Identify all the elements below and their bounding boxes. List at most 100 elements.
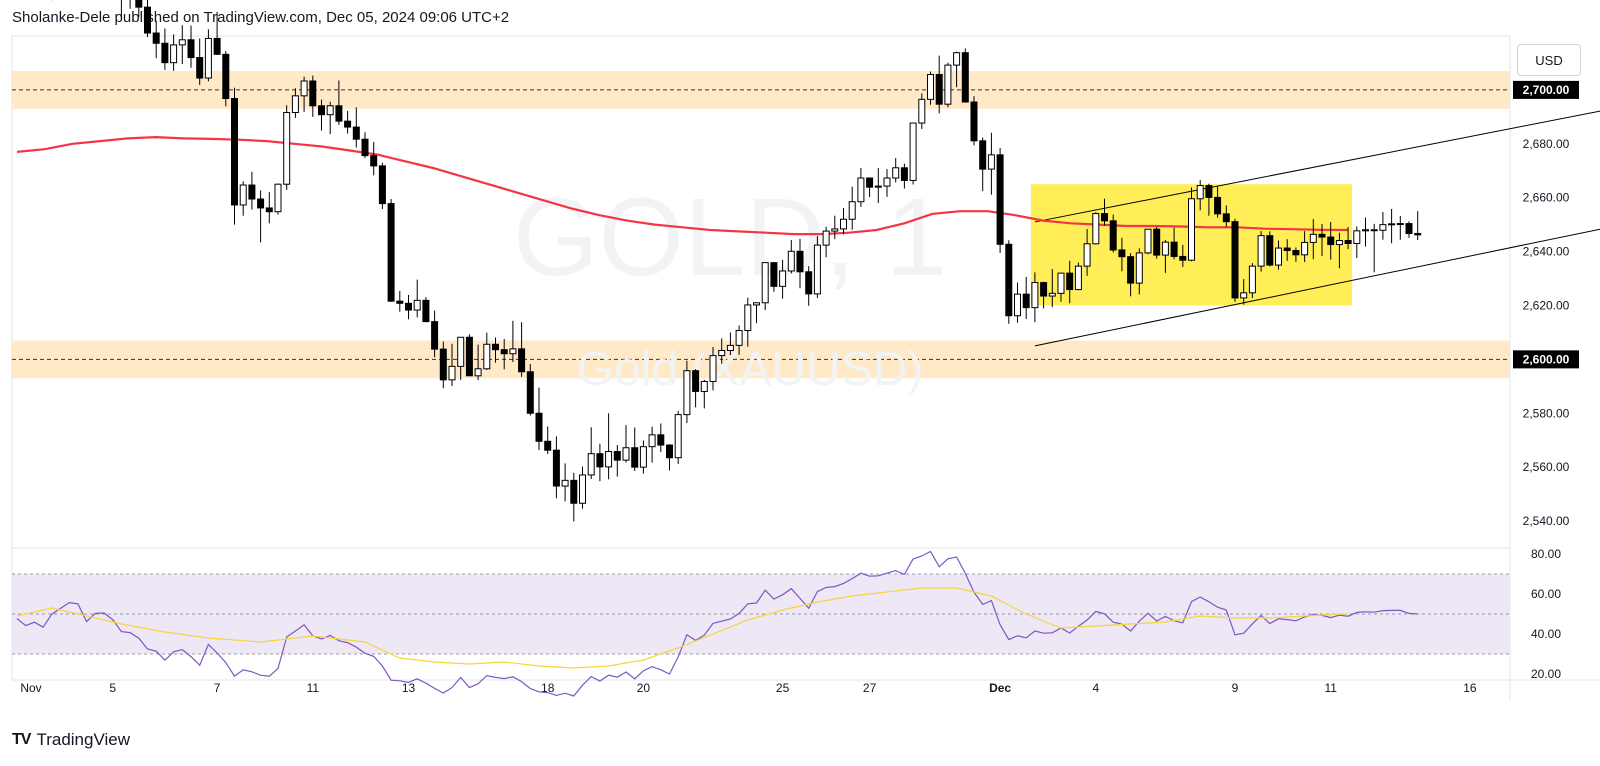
candle-body [796, 250, 804, 273]
candle [744, 297, 752, 347]
candle [622, 425, 630, 463]
trend-channel [1034, 110, 1600, 347]
candle [813, 235, 821, 298]
candle [700, 379, 708, 409]
candle [196, 38, 204, 86]
candle [448, 343, 456, 387]
candle [283, 105, 291, 190]
candle [457, 336, 465, 380]
candle [753, 302, 760, 324]
candle [857, 168, 865, 207]
candle [1327, 221, 1335, 260]
candle [796, 238, 804, 289]
candle-body [1283, 247, 1291, 252]
candle [718, 338, 726, 364]
candle-body [1335, 240, 1343, 246]
rsi-tick-label: 20.00 [1531, 667, 1561, 681]
candle-body [648, 434, 656, 448]
candle-body [639, 446, 647, 468]
candle-body [1248, 265, 1256, 294]
watermark-symbol: GOLD, 1 [513, 176, 947, 299]
candle [335, 80, 343, 125]
candle-body [196, 57, 204, 79]
candle-body [561, 479, 569, 487]
candle-body [1292, 250, 1300, 256]
candle-body [509, 348, 517, 355]
candle-body [1362, 229, 1369, 232]
candle-body [396, 300, 404, 304]
candle [1240, 279, 1248, 305]
candle [874, 168, 882, 204]
price-label-box [1513, 80, 1579, 99]
candle-body [587, 453, 595, 476]
candle-body [779, 270, 787, 287]
price-tick-label: 2,620.00 [1523, 298, 1570, 312]
candle [135, 0, 143, 17]
candle [918, 93, 926, 129]
candle-body [1092, 213, 1100, 245]
candle-body [944, 64, 952, 105]
candle [535, 387, 543, 451]
candle-body [1109, 220, 1117, 251]
candle [231, 87, 238, 225]
candle [1161, 239, 1169, 273]
candle-body [1153, 228, 1161, 256]
price-label: 2,700.00 [1523, 83, 1570, 97]
candle [370, 141, 378, 176]
time-tick-label: 11 [1324, 681, 1337, 695]
candle [204, 29, 212, 82]
candle-body [300, 80, 308, 97]
candle [518, 322, 526, 377]
candle [970, 96, 978, 146]
candle-body [465, 336, 473, 377]
candle-body [1405, 223, 1413, 235]
candle-body [918, 98, 926, 124]
candle [1248, 263, 1256, 298]
candle-body [231, 98, 238, 206]
candle-body [1353, 230, 1361, 244]
candle [1275, 240, 1282, 270]
candle [822, 226, 830, 258]
candle-body [535, 412, 543, 442]
candle [422, 297, 430, 323]
time-tick-label: 5 [109, 681, 116, 695]
candle [396, 290, 404, 312]
currency-button[interactable]: USD [1517, 44, 1581, 76]
candle [248, 171, 256, 210]
candle-body [344, 120, 352, 128]
candle [1335, 232, 1343, 269]
candle [500, 338, 508, 370]
candle-body [805, 271, 813, 295]
candle [1309, 218, 1317, 260]
candle [1388, 209, 1396, 244]
candle [1266, 231, 1274, 267]
candle-body [927, 74, 934, 100]
candle [326, 101, 334, 135]
candle [465, 334, 473, 377]
candle [631, 427, 639, 471]
candle-body [1057, 272, 1065, 294]
candle-body [1022, 293, 1030, 309]
candle [900, 163, 908, 189]
time-tick-label: Nov [20, 681, 41, 695]
time-tick-label: 25 [776, 681, 790, 695]
candle-body [361, 138, 369, 157]
candle-body [570, 479, 578, 504]
candle [1048, 269, 1056, 308]
candle [848, 186, 856, 230]
candle [378, 162, 386, 210]
candle-body [1031, 282, 1039, 309]
candle-body [326, 105, 334, 116]
candle-body [979, 140, 987, 170]
watermark-name: Gold (XAUUSD) [577, 343, 924, 396]
candle [657, 423, 665, 453]
candle-body [866, 177, 874, 188]
candle-body [692, 370, 700, 392]
candle [161, 28, 169, 70]
footer-brand[interactable]: TradingView [36, 730, 131, 749]
rsi-ma-line [16, 587, 1349, 669]
candle [605, 413, 613, 480]
candle-body [1379, 224, 1387, 231]
candle-body [674, 414, 682, 459]
